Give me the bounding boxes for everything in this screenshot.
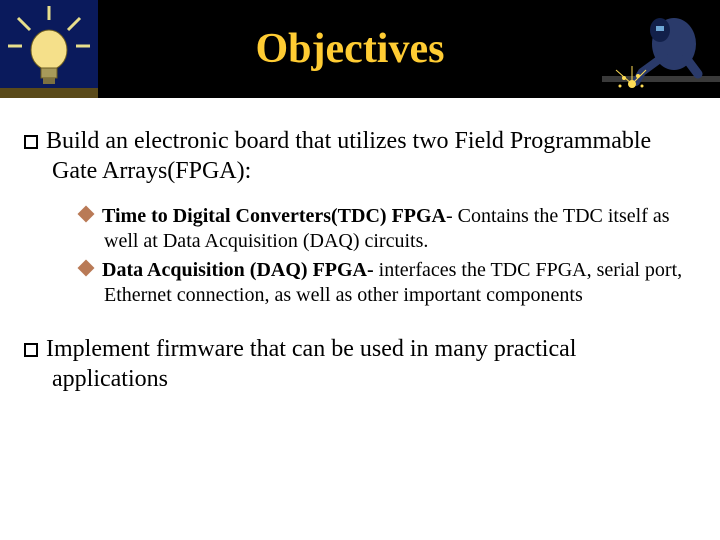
bullet-text: Implement firmware that can be used in m… [46,336,576,392]
bullet-text: Build an electronic board that utilizes … [46,128,651,184]
welder-icon [602,0,720,98]
sub-bullet-text: Data Acquisition (DAQ) FPGA- interfaces … [102,259,682,306]
diamond-bullet-icon [78,260,95,277]
sub-bullet-text: Time to Digital Converters(TDC) FPGA- Co… [102,205,670,252]
slide-title: Objectives [98,25,602,73]
sub-bullet-item: Data Acquisition (DAQ) FPGA- interfaces … [80,258,696,308]
bullet-item: Build an electronic board that utilizes … [24,126,696,186]
sub-bullet-item: Time to Digital Converters(TDC) FPGA- Co… [80,204,696,254]
lightbulb-idea-icon [0,0,98,98]
sub-bullet-list: Time to Digital Converters(TDC) FPGA- Co… [80,204,696,308]
square-bullet-icon [24,135,38,149]
square-bullet-icon [24,343,38,357]
bullet-item: Implement firmware that can be used in m… [24,334,696,394]
slide-header: Objectives [0,0,720,98]
slide-body: Build an electronic board that utilizes … [0,98,720,394]
diamond-bullet-icon [78,206,95,223]
